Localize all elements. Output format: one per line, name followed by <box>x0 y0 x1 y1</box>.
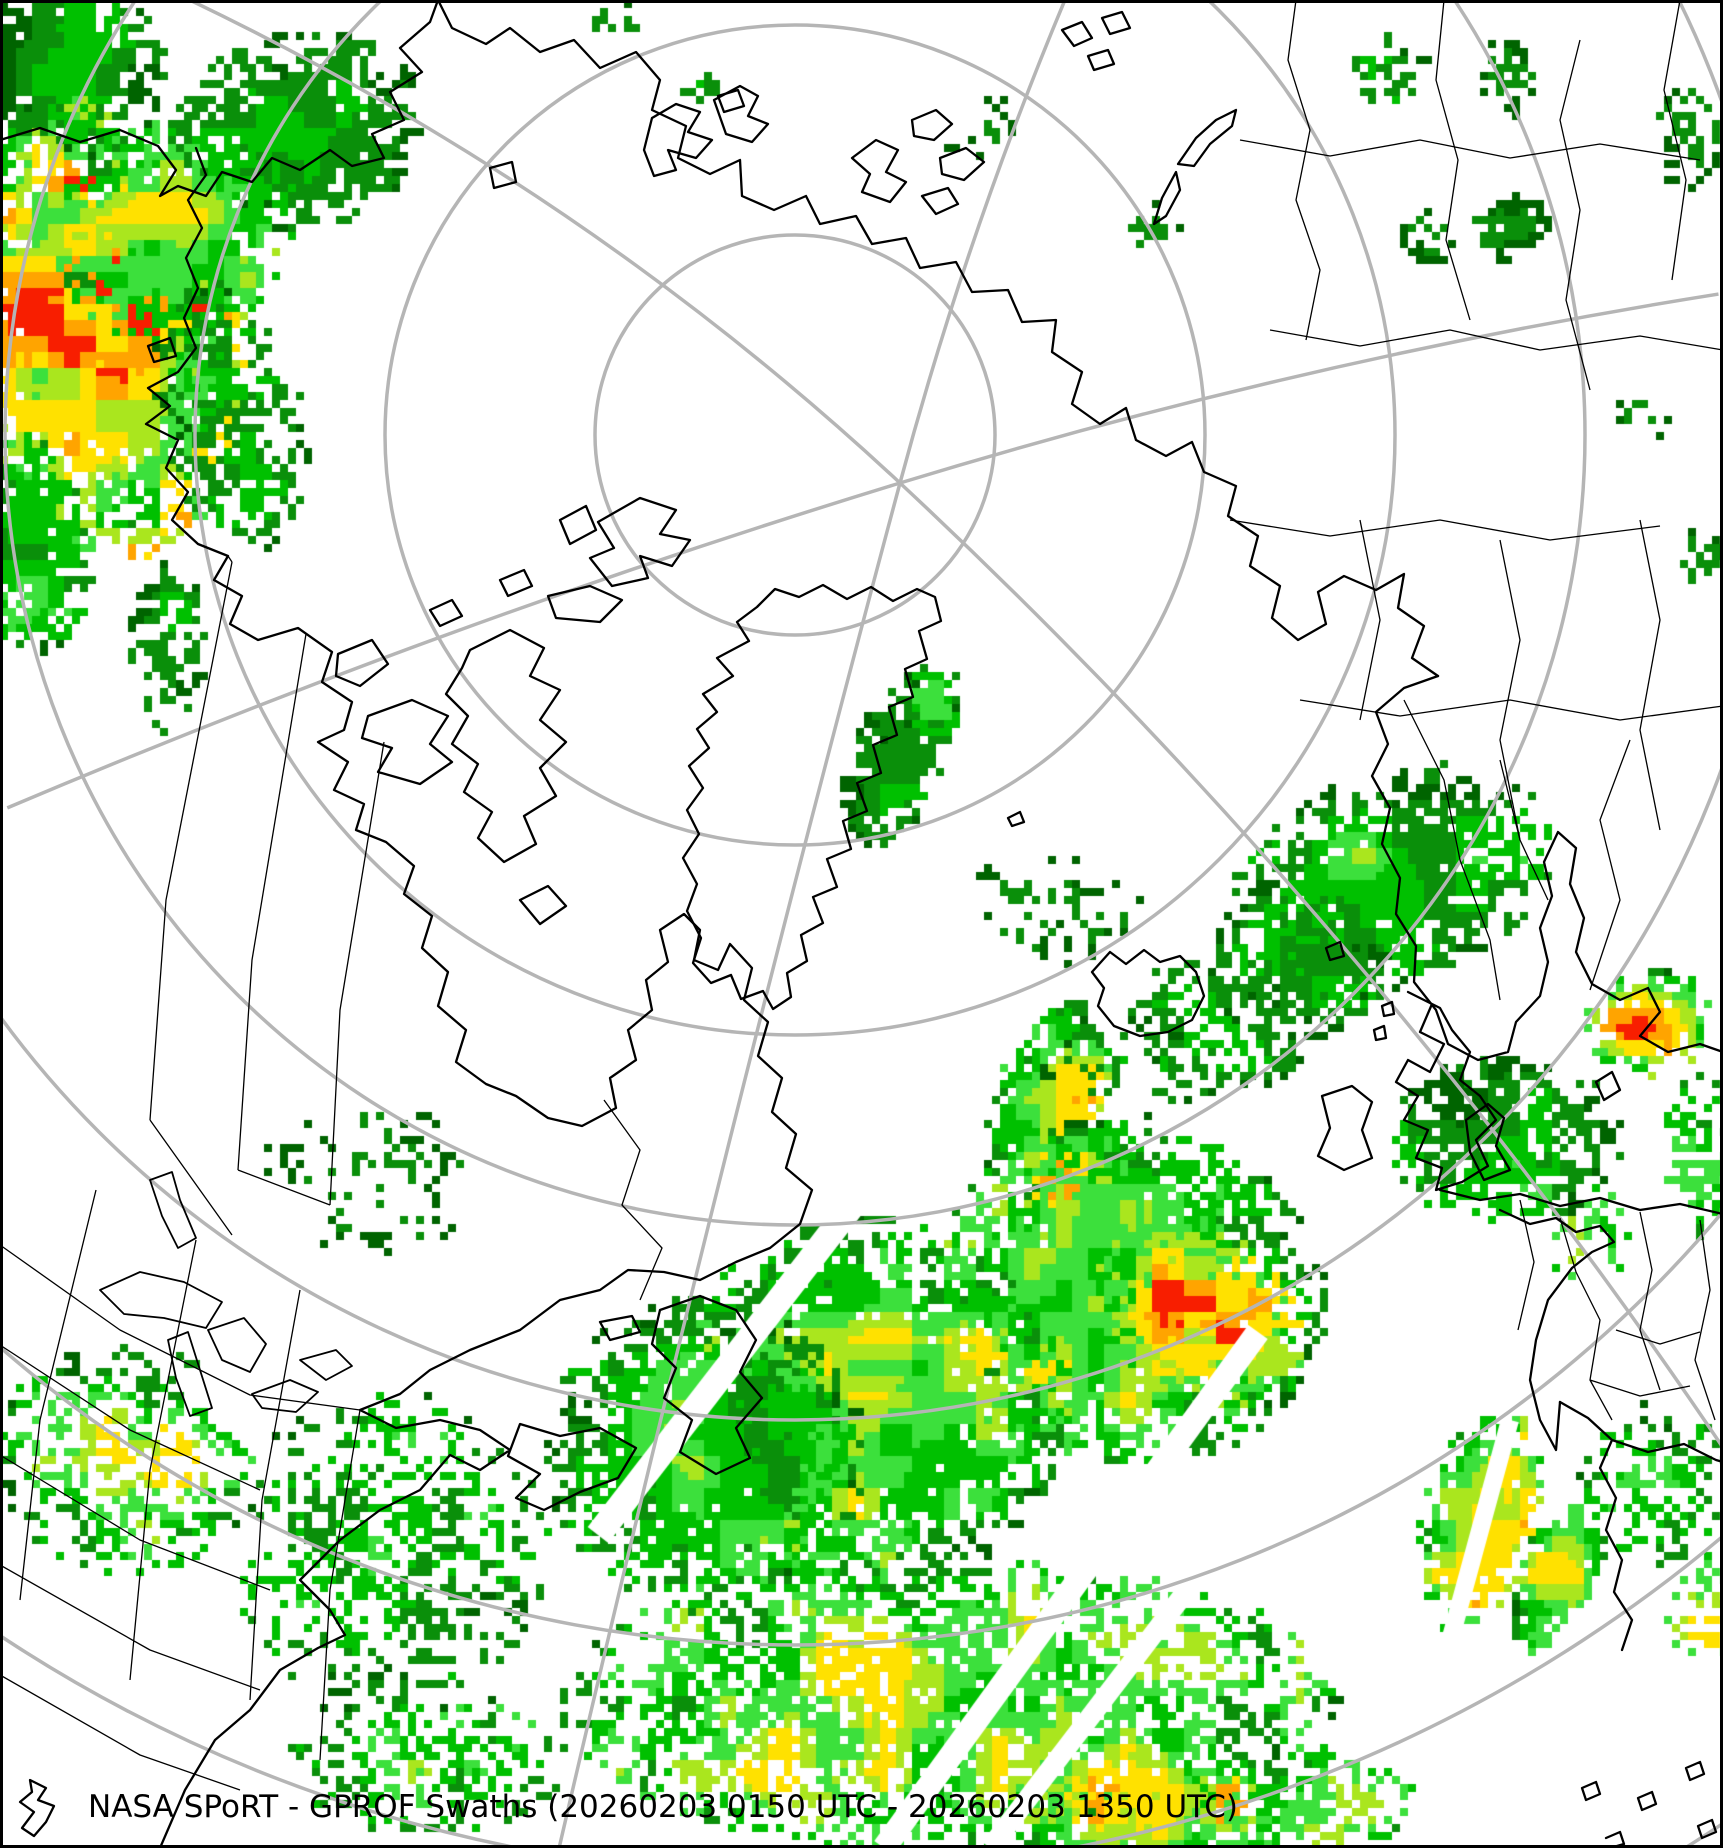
border-canada-territories <box>149 561 385 1236</box>
border-us-states <box>0 1189 361 1791</box>
coastline-denmark <box>1464 1102 1512 1182</box>
longitude-meridian <box>899 292 1719 485</box>
longitude-meridian <box>185 0 902 485</box>
latitude-circle <box>0 0 1723 1422</box>
coastline-southampton <box>518 884 568 926</box>
border-scandinavia <box>1403 699 1549 1001</box>
coastline-anticosti <box>598 1314 642 1342</box>
border-europe <box>1517 1199 1716 1421</box>
longitude-meridian <box>898 481 1723 1451</box>
coastline-iberia-north <box>1610 1438 1723 1464</box>
coastline-banks-island <box>334 638 390 688</box>
coastline-greenland <box>681 583 943 1011</box>
coastline-aleutian-hook <box>18 1778 56 1838</box>
lake-winnipeg <box>149 1171 197 1249</box>
coastline-devon <box>546 584 624 624</box>
coastline-azores <box>1580 1760 1718 1848</box>
great-lakes <box>99 1171 353 1417</box>
coastline-scandinavia <box>1370 674 1723 1062</box>
longitude-meridian <box>898 0 1067 484</box>
coastline-ireland <box>1316 1084 1374 1172</box>
longitude-meridian <box>6 481 901 810</box>
latitude-circle <box>193 0 1397 1037</box>
coastline-arctic-islet-1 <box>428 598 464 628</box>
lake-huron <box>207 1317 267 1373</box>
map-annotation: NASA SPoRT - GPROF Swaths (20260203 0150… <box>88 1789 1238 1825</box>
coastline-islands-mid <box>712 84 770 144</box>
coastline-france <box>1498 1208 1616 1452</box>
coastline-arctic-islet-2 <box>498 568 534 598</box>
lake-ontario <box>299 1349 353 1381</box>
coastline-st-lawrence-island <box>146 336 178 364</box>
coastline-hebrides <box>1372 1000 1396 1042</box>
latitude-circle <box>0 1208 1723 1647</box>
coastline-faroes <box>1324 940 1346 962</box>
coastline-novaya-zemlya <box>1152 108 1238 226</box>
coastline-svalbard <box>850 108 986 216</box>
coastline-nova-scotia <box>506 1422 638 1512</box>
coastline-iberia <box>1558 1400 1634 1652</box>
coastline-iceland <box>1090 948 1206 1038</box>
coastline-axel-heiberg <box>558 504 598 546</box>
coastline-new-siberian-islands <box>642 88 746 178</box>
coastline-victoria-island <box>360 698 454 786</box>
coastline-franz-josef <box>1060 10 1132 72</box>
lake-michigan <box>167 1331 213 1417</box>
border-alaska-yukon <box>227 555 233 563</box>
coastline-russia <box>436 0 1440 678</box>
coastline-great-britain <box>1394 990 1498 1192</box>
coastline-gotland <box>1594 1070 1622 1102</box>
coastline-jan-mayen <box>1006 810 1026 828</box>
latitude-circle <box>383 23 1207 847</box>
coastline-north-america <box>144 146 814 1848</box>
border-russia-oblasts <box>1229 0 1723 991</box>
coastline-ellesmere <box>588 496 692 588</box>
border-quebec-labrador <box>603 1099 663 1301</box>
political-borders <box>0 0 1723 1791</box>
coastline-baltic-south <box>1438 1188 1723 1216</box>
coastline-wrangel <box>488 160 518 190</box>
longitude-meridian <box>557 482 902 1848</box>
coastline-chukotka <box>0 0 440 198</box>
lake-superior <box>99 1271 223 1329</box>
latitude-circle <box>3 0 1587 1227</box>
latitude-circle <box>593 233 997 637</box>
coastline-newfoundland <box>650 1294 764 1476</box>
coastline-baffin <box>444 628 568 864</box>
